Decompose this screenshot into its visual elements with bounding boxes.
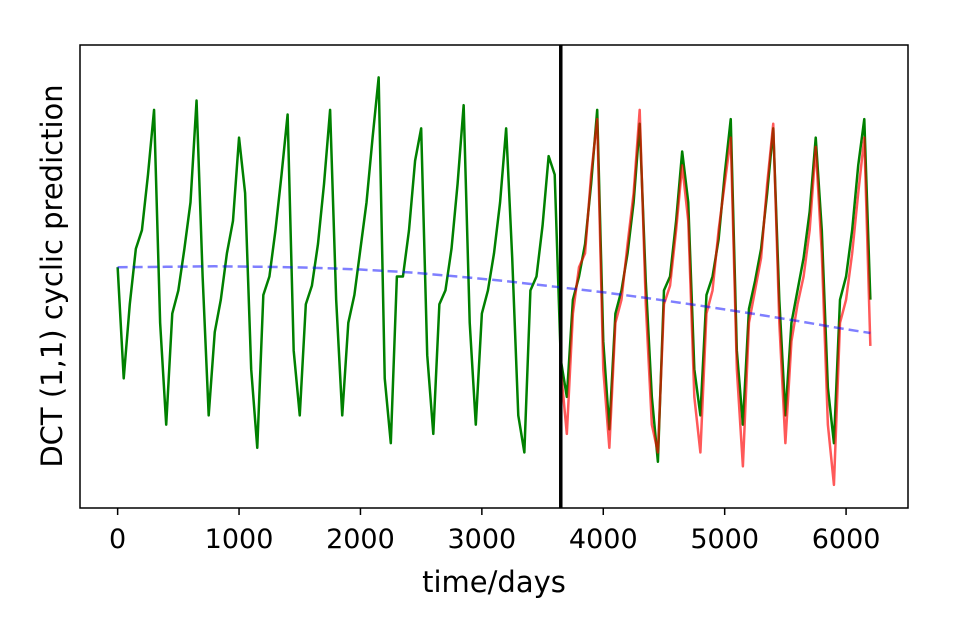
series-line — [116, 76, 872, 463]
series-line — [559, 108, 872, 487]
plot-frame — [79, 44, 909, 509]
x-tick-label: 0 — [109, 524, 126, 555]
x-tick-label: 1000 — [205, 524, 274, 555]
x-tick-label: 6000 — [812, 524, 881, 555]
x-tick-label: 2000 — [326, 524, 395, 555]
y-axis-label: DCT (1,1) cyclic prediction — [35, 84, 69, 467]
x-axis-label: time/days — [422, 565, 566, 599]
series-line — [117, 265, 871, 335]
x-tick-label: 5000 — [690, 524, 759, 555]
x-tick-label: 3000 — [447, 524, 516, 555]
x-tick-label: 4000 — [569, 524, 638, 555]
